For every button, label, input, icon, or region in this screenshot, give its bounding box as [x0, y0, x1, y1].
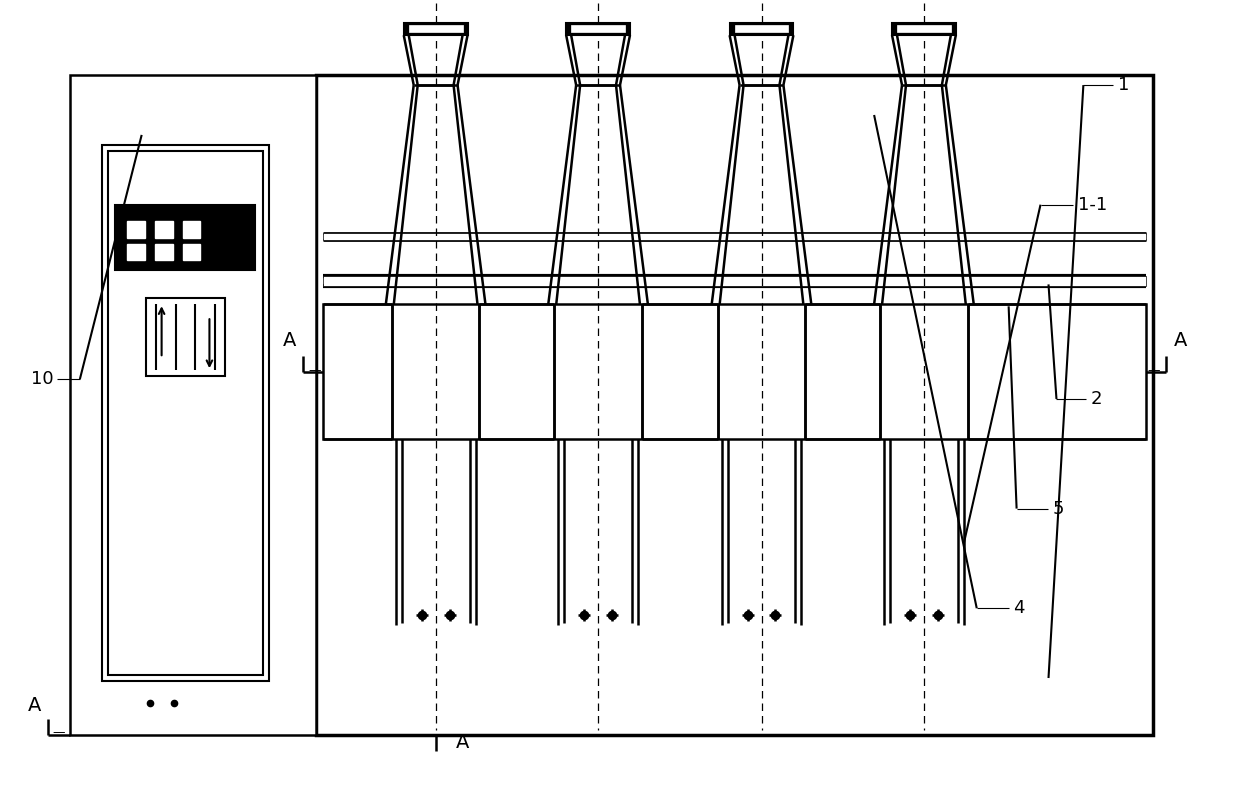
Bar	[108, 151, 263, 675]
Bar	[324, 304, 1146, 439]
Text: 4: 4	[1013, 599, 1024, 617]
Bar	[155, 244, 172, 260]
Text: A: A	[1173, 331, 1187, 350]
Bar	[69, 75, 316, 734]
Text: —: —	[309, 364, 321, 376]
Bar	[892, 23, 956, 35]
Bar	[126, 244, 145, 260]
Text: A: A	[283, 331, 296, 350]
Bar	[324, 233, 1146, 240]
Bar	[115, 205, 255, 271]
Bar	[155, 221, 172, 237]
Text: —: —	[53, 727, 66, 739]
Text: 1: 1	[1118, 76, 1130, 94]
Bar	[729, 23, 794, 35]
Bar	[182, 244, 201, 260]
Bar	[734, 25, 789, 33]
Text: A: A	[455, 734, 469, 752]
Bar	[567, 23, 630, 35]
Bar	[182, 221, 201, 237]
Bar	[409, 25, 463, 33]
Bar	[102, 145, 269, 681]
Text: —: —	[1148, 364, 1161, 376]
Bar	[572, 25, 625, 33]
Text: 5: 5	[1053, 499, 1064, 518]
Text: 2: 2	[1090, 390, 1102, 408]
Bar	[897, 25, 951, 33]
Bar	[404, 23, 467, 35]
Text: A: A	[27, 696, 41, 715]
Bar	[126, 221, 145, 237]
Bar	[324, 276, 1146, 287]
Bar	[145, 299, 226, 376]
Text: 10: 10	[31, 370, 55, 388]
Text: 1-1: 1-1	[1079, 195, 1107, 214]
Bar	[316, 75, 1153, 734]
